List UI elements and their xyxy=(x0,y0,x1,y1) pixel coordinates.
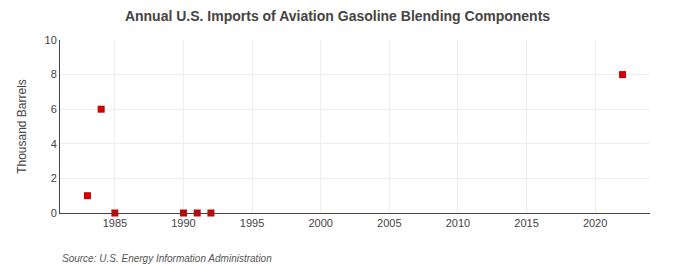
svg-text:10: 10 xyxy=(45,34,57,46)
svg-text:2: 2 xyxy=(51,172,57,184)
svg-text:1985: 1985 xyxy=(103,217,127,229)
svg-text:Source: U.S. Energy Informatio: Source: U.S. Energy Information Administ… xyxy=(62,253,272,264)
svg-text:1995: 1995 xyxy=(240,217,264,229)
svg-text:2010: 2010 xyxy=(446,217,470,229)
svg-text:2000: 2000 xyxy=(308,217,332,229)
svg-text:1990: 1990 xyxy=(171,217,195,229)
svg-text:6: 6 xyxy=(51,103,57,115)
svg-text:4: 4 xyxy=(51,138,57,150)
svg-text:2005: 2005 xyxy=(377,217,401,229)
svg-text:Thousand Barrels: Thousand Barrels xyxy=(15,79,29,174)
svg-text:2015: 2015 xyxy=(514,217,538,229)
svg-text:8: 8 xyxy=(51,68,57,80)
svg-text:2020: 2020 xyxy=(583,217,607,229)
svg-text:Annual U.S. Imports of Aviatio: Annual U.S. Imports of Aviation Gasoline… xyxy=(125,8,550,24)
svg-text:0: 0 xyxy=(51,207,57,219)
